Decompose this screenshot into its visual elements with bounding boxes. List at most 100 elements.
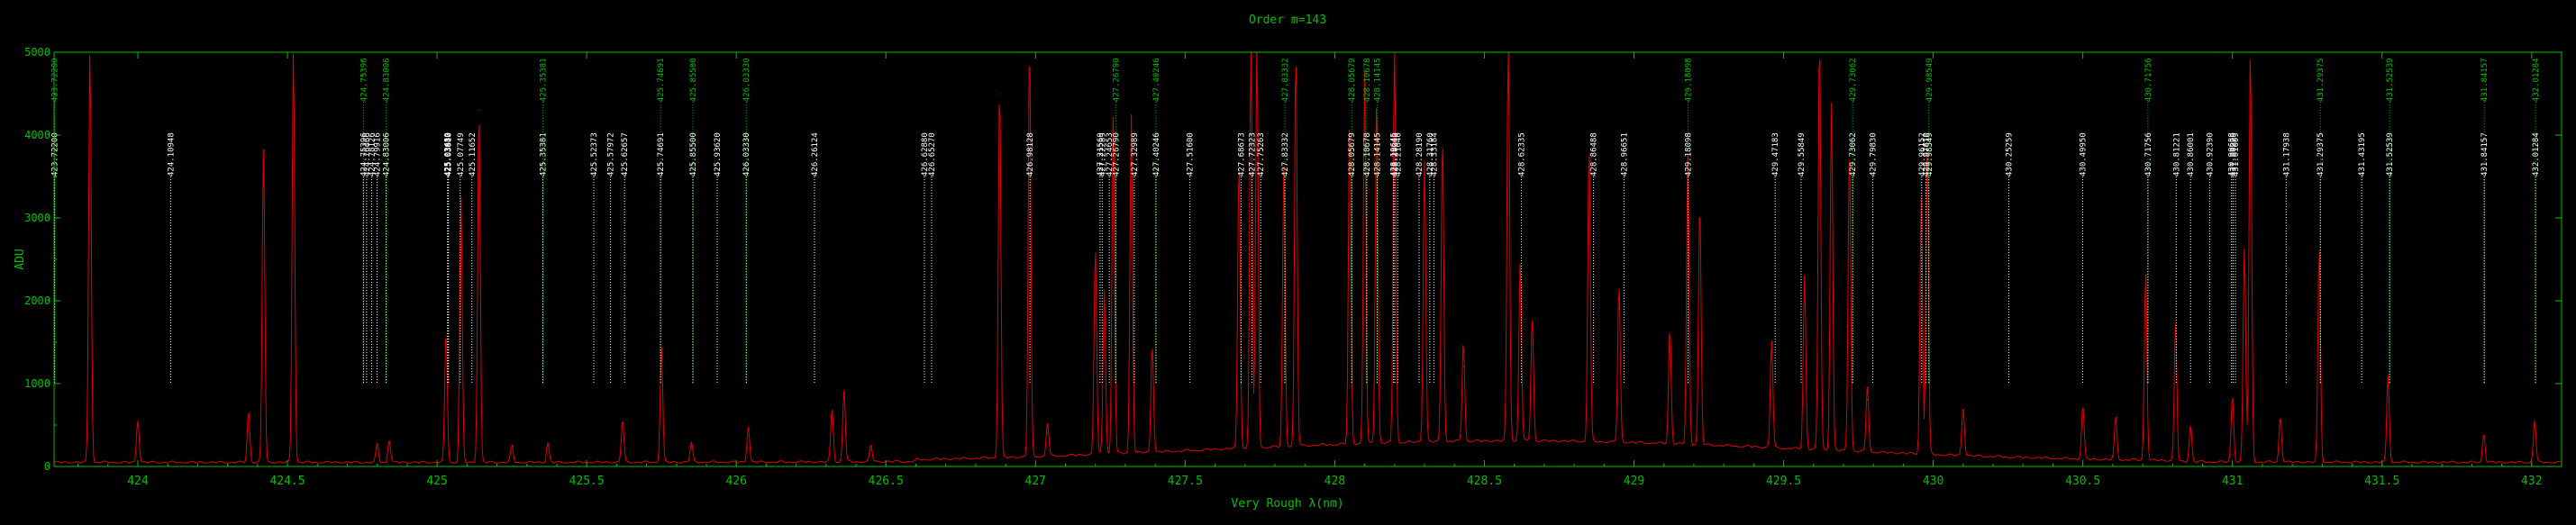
reference-line-label: 430.71756	[2144, 132, 2153, 177]
identified-line-label: 430.71756	[2144, 58, 2153, 102]
spectrum-peak	[511, 449, 513, 451]
spectrum-peak	[445, 335, 447, 337]
y-tick-label: 1000	[24, 377, 50, 390]
reference-line-label: 427.68673	[1237, 132, 1246, 177]
identified-line-label: 427.40246	[1152, 58, 1161, 102]
x-tick-label: 431	[2222, 475, 2243, 488]
x-tick-label: 427.5	[1168, 475, 1203, 488]
identified-line-label: 423.72200	[51, 58, 60, 102]
y-tick-label: 4000	[24, 129, 50, 141]
reference-line-label: 425.74691	[657, 132, 666, 177]
reference-line-label: 429.47183	[1771, 132, 1780, 177]
reference-line-label: 425.85500	[689, 132, 698, 177]
reference-line-label: 428.33184	[1431, 132, 1440, 177]
reference-line-label: 427.26790	[1112, 132, 1121, 177]
spectrum-peak	[1831, 118, 1833, 120]
spectrum-peak	[1046, 432, 1049, 434]
reference-line-label: 425.52373	[590, 132, 599, 177]
reference-line-label: 429.73062	[1849, 132, 1858, 177]
y-tick-label: 0	[44, 460, 50, 473]
x-axis-label: Very Rough λ(nm)	[1231, 497, 1343, 511]
reference-line-label: 426.26124	[811, 132, 820, 177]
identified-line-label: 424.83006	[383, 58, 392, 102]
reference-line-label: 429.55849	[1798, 132, 1807, 177]
x-tick-label: 432	[2521, 475, 2542, 488]
reference-line-label: 427.83332	[1281, 132, 1290, 177]
reference-line-label: 430.25259	[2005, 132, 2014, 177]
x-tick-label: 429	[1624, 475, 1644, 488]
reference-line-label: 427.51600	[1187, 132, 1196, 177]
spectrum-peak	[2232, 399, 2234, 401]
reference-line-label: 425.57972	[607, 132, 616, 177]
reference-line-label: 428.21040	[1394, 132, 1403, 177]
reference-line-label: 428.96651	[1620, 132, 1629, 177]
reference-line-label: 429.79830	[1870, 132, 1879, 177]
reference-line-label: 427.32989	[1131, 132, 1140, 177]
reference-line-label: 428.14145	[1373, 132, 1382, 177]
spectrum-peak	[460, 201, 462, 203]
x-tick-label: 426.5	[869, 475, 904, 488]
reference-line-label: 429.18098	[1685, 132, 1694, 177]
x-tick-label: 429.5	[1766, 475, 1801, 488]
x-tick-label: 428.5	[1467, 475, 1502, 488]
reference-line-label: 426.03330	[742, 132, 751, 177]
axes-layer: 424 424.5 425 425.5 426 426.5 427 427.5 428 428.5…	[24, 46, 2562, 488]
reference-line-label: 431.52539	[2386, 132, 2395, 177]
spectrum-peak	[622, 422, 624, 424]
reference-line-label: 428.86488	[1590, 132, 1599, 177]
spectrum-peak	[1804, 292, 1806, 294]
x-tick-label: 424	[127, 475, 149, 488]
spectrum-peak	[388, 442, 390, 444]
reference-line-label: 427.24653	[1106, 132, 1115, 177]
spectrum-peak	[2318, 250, 2320, 252]
reference-line-label: 425.93620	[714, 132, 723, 177]
reference-line-label: 425.03480	[444, 132, 453, 177]
spectrum-peak	[2387, 378, 2389, 380]
reference-line-label: 429.96152	[1918, 132, 1927, 177]
reference-line-label: 430.99688	[2228, 132, 2237, 177]
identified-line-label: 428.10678	[1363, 58, 1372, 102]
spectrum-peak	[262, 149, 265, 151]
identified-line-label: 429.73062	[1849, 58, 1858, 102]
reference-line-label: 425.03810	[445, 132, 454, 177]
reference-line-label: 424.78126	[368, 132, 377, 177]
spectrum-peak	[1238, 176, 1240, 177]
reference-line-label: 430.86001	[2187, 132, 2196, 177]
x-tick-label: 428	[1324, 475, 1345, 488]
x-tick-label: 431.5	[2364, 475, 2399, 488]
reference-lines-layer: 423.72200 424.10948 424.75396424.76466424.…	[51, 132, 2541, 384]
spectrum-peak	[1363, 93, 1366, 95]
identified-line-label: 425.85500	[689, 58, 698, 102]
identified-line-label: 425.74691	[657, 58, 666, 102]
spectrum-peak	[870, 449, 872, 451]
x-tick-label: 430.5	[2065, 475, 2100, 488]
reference-line-label: 431.00229	[2229, 132, 2238, 177]
reference-line-label: 424.75396	[360, 132, 369, 177]
reference-line-label: 429.98549	[1925, 132, 1934, 177]
reference-line-label: 425.03632	[444, 132, 453, 177]
x-tick-label: 424.5	[269, 475, 305, 488]
chart-title: Order m=143	[1249, 14, 1326, 27]
identified-line-label: 429.18098	[1685, 58, 1694, 102]
spectrum-peak	[137, 422, 139, 424]
identified-line-label: 431.29375	[2317, 58, 2326, 102]
spectrum-peak	[248, 414, 250, 416]
x-tick-label: 427	[1025, 475, 1046, 488]
x-tick-label: 425	[426, 475, 447, 488]
reference-line-label: 429.97610	[1923, 132, 1932, 177]
reference-line-label: 428.10678	[1363, 132, 1372, 177]
spectrum-peak	[1283, 184, 1285, 186]
identified-line-label: 431.52539	[2386, 58, 2395, 102]
reference-line-label: 424.83006	[383, 132, 392, 177]
spectrum-peak	[1256, 59, 1258, 61]
spectrum-peak	[1151, 358, 1153, 359]
reference-line-label: 428.19645	[1390, 132, 1399, 177]
spectrum-peak	[2189, 429, 2191, 430]
reference-line-label: 427.22289	[1098, 132, 1107, 177]
reference-line-label: 428.20040	[1391, 132, 1400, 177]
x-tick-label: 430	[1923, 475, 1943, 488]
identified-line-label: 426.03330	[742, 58, 751, 102]
spectrum-line	[53, 51, 2562, 464]
identified-lines-layer: 423.72200 424.75396 424.83006 425.35381 425.…	[51, 58, 2541, 384]
